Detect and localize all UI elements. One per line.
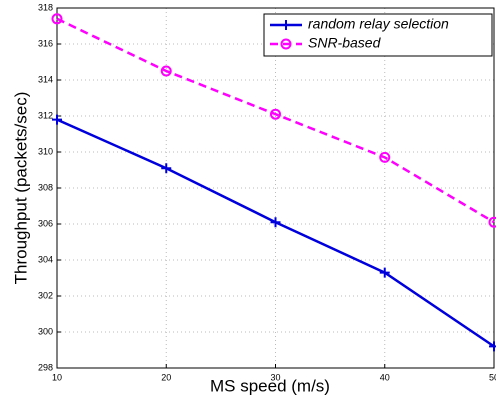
y-tick-label: 312 xyxy=(38,110,53,120)
legend-label: SNR-based xyxy=(308,35,382,51)
marker xyxy=(379,151,391,163)
marker xyxy=(379,267,390,278)
y-axis-label: Throughput (packets/sec) xyxy=(11,92,30,285)
marker xyxy=(161,163,172,174)
marker xyxy=(160,65,172,77)
marker xyxy=(51,13,63,25)
y-tick-label: 298 xyxy=(38,362,53,372)
legend-label: random relay selection xyxy=(308,16,449,32)
marker xyxy=(281,20,291,30)
x-tick-label: 10 xyxy=(52,372,62,382)
y-tick-label: 304 xyxy=(38,254,53,264)
y-tick-label: 306 xyxy=(38,218,53,228)
marker xyxy=(52,114,62,125)
y-tick-label: 314 xyxy=(38,74,53,84)
marker xyxy=(280,38,292,50)
marker xyxy=(270,108,281,120)
x-tick-label: 50 xyxy=(489,372,496,382)
marker xyxy=(488,216,496,228)
y-tick-label: 308 xyxy=(38,182,53,192)
x-tick-label: 30 xyxy=(270,372,280,382)
series-line xyxy=(56,17,495,224)
y-tick-label: 300 xyxy=(38,326,53,336)
x-tick-label: 40 xyxy=(380,372,390,382)
x-axis-label: MS speed (m/s) xyxy=(210,376,330,395)
legend-box xyxy=(263,13,493,57)
y-tick-label: 302 xyxy=(38,290,53,300)
plot-frame xyxy=(56,7,495,369)
y-tick-label: 310 xyxy=(38,146,53,156)
y-tick-label: 316 xyxy=(38,38,53,48)
marker xyxy=(270,217,281,228)
y-tick-label: 318 xyxy=(38,2,53,12)
x-tick-label: 20 xyxy=(161,372,171,382)
marker xyxy=(489,341,496,352)
